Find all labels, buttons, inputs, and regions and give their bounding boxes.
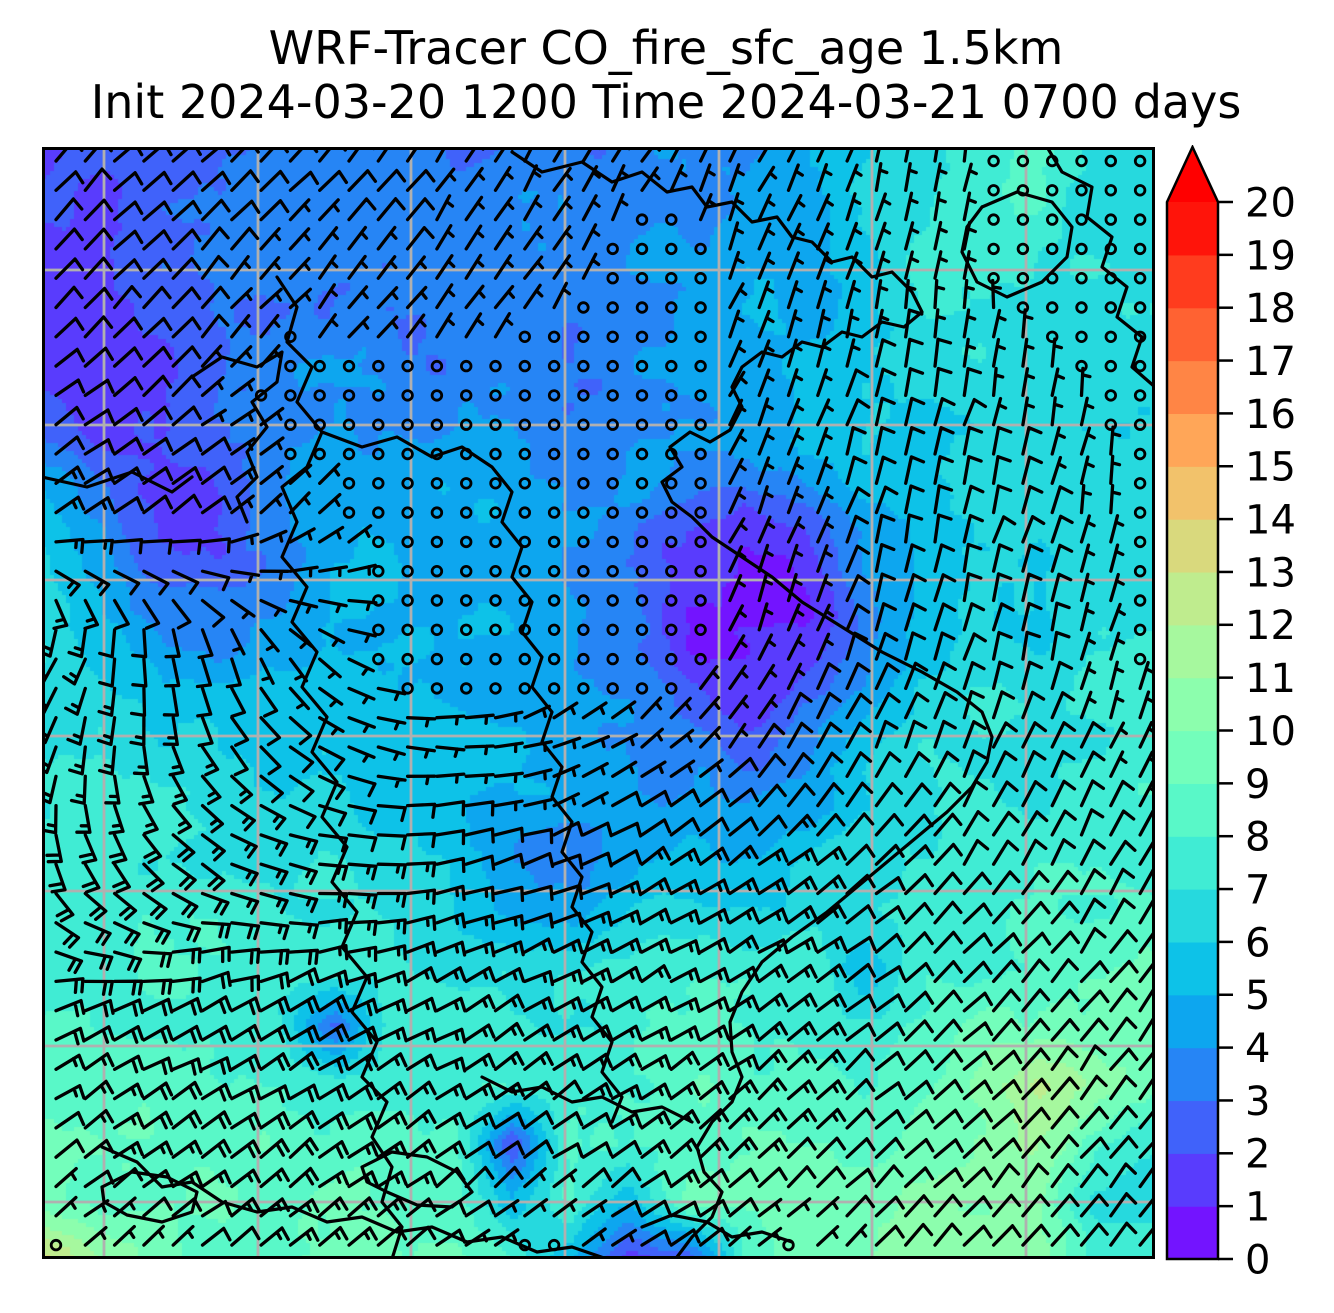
svg-text:0: 0 bbox=[1245, 1237, 1270, 1283]
plot-subtitle: Init 2024-03-20 1200 Time 2024-03-21 070… bbox=[42, 75, 1290, 129]
map-gridlines bbox=[42, 147, 1155, 1259]
colorbar-bands bbox=[1167, 202, 1218, 1260]
svg-text:7: 7 bbox=[1245, 867, 1270, 913]
svg-text:10: 10 bbox=[1245, 709, 1296, 755]
init-valid-time-text: Init 2024-03-20 1200 Time 2024-03-21 070… bbox=[90, 75, 1119, 129]
colorbar-unit-label: days bbox=[1132, 75, 1242, 129]
map-overlay-svg bbox=[42, 147, 1155, 1259]
svg-text:5: 5 bbox=[1245, 973, 1270, 1019]
svg-text:16: 16 bbox=[1245, 392, 1296, 438]
svg-text:3: 3 bbox=[1245, 1079, 1270, 1125]
svg-text:20: 20 bbox=[1245, 180, 1296, 226]
coastlines bbox=[42, 147, 1155, 1259]
svg-text:18: 18 bbox=[1245, 286, 1296, 332]
colorbar-ticks bbox=[1218, 200, 1233, 1261]
svg-text:4: 4 bbox=[1245, 1026, 1270, 1072]
svg-text:19: 19 bbox=[1245, 233, 1296, 279]
map-panel bbox=[42, 147, 1155, 1259]
svg-text:9: 9 bbox=[1245, 762, 1270, 808]
svg-text:8: 8 bbox=[1245, 815, 1270, 861]
svg-text:6: 6 bbox=[1245, 920, 1270, 966]
calm-wind-circles bbox=[49, 154, 1147, 1252]
svg-text:12: 12 bbox=[1245, 603, 1296, 649]
svg-text:2: 2 bbox=[1245, 1132, 1270, 1178]
svg-text:14: 14 bbox=[1245, 498, 1296, 544]
svg-text:15: 15 bbox=[1245, 445, 1296, 491]
colorbar-over-arrow bbox=[1167, 147, 1218, 202]
colorbar-outline bbox=[1165, 145, 1220, 1261]
map-border bbox=[42, 147, 1155, 1259]
svg-text:1: 1 bbox=[1245, 1185, 1270, 1231]
plot-title: WRF-Tracer CO_fire_sfc_age 1.5km bbox=[268, 21, 1064, 75]
svg-text:11: 11 bbox=[1245, 656, 1296, 702]
wind-barbs bbox=[42, 147, 1155, 1247]
svg-text:17: 17 bbox=[1245, 339, 1296, 385]
svg-text:13: 13 bbox=[1245, 550, 1296, 596]
